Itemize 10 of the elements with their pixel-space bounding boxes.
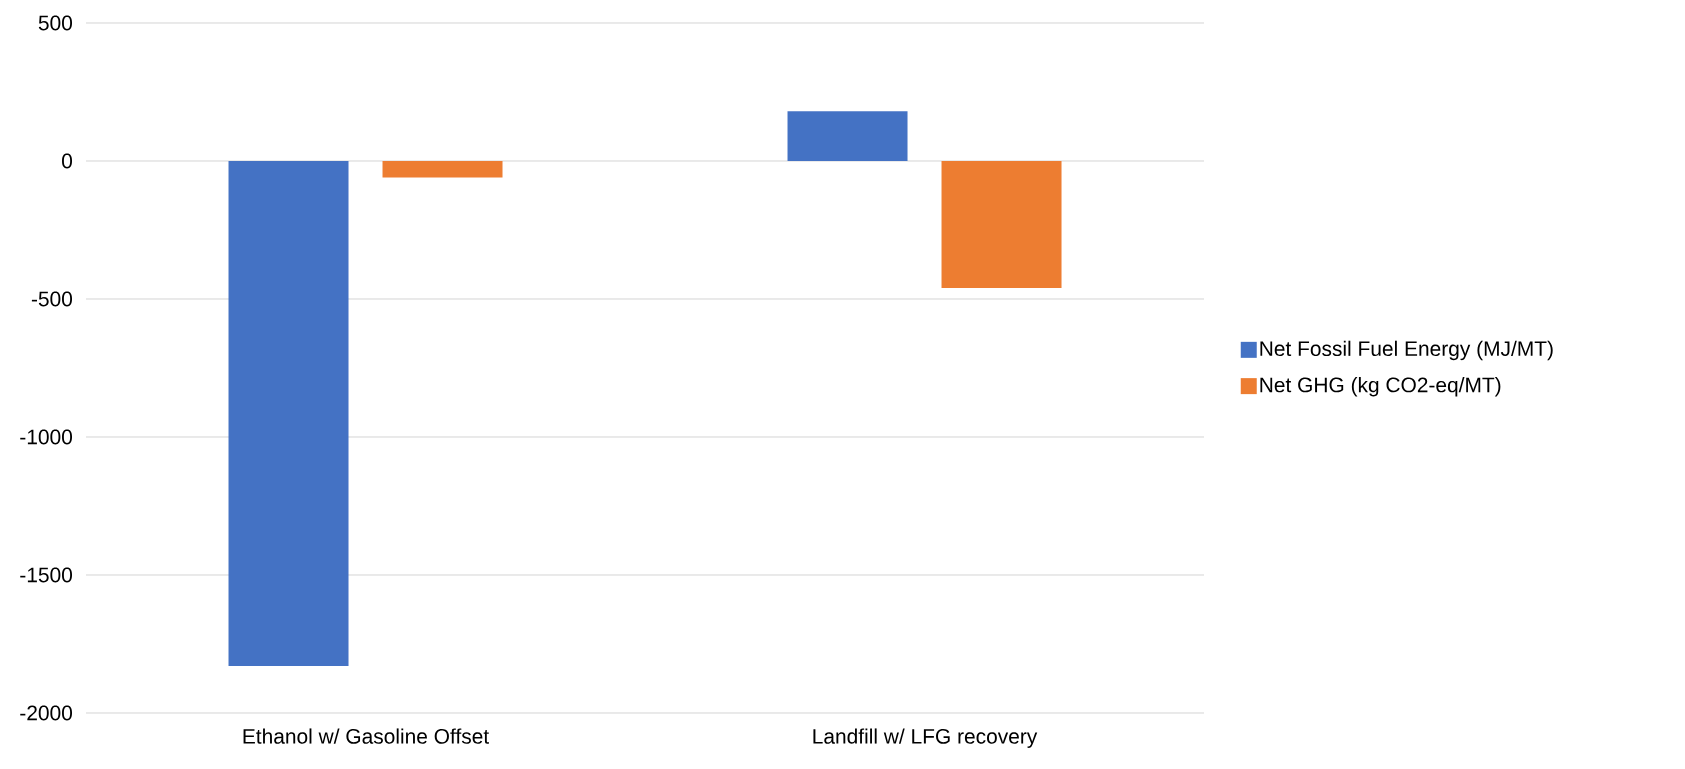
- legend-label: Net GHG (kg CO2-eq/MT): [1260, 376, 1501, 397]
- y-tick-label: 0: [62, 153, 73, 169]
- y-tick-label: 500: [38, 15, 73, 31]
- legend-label: Net Fossil Fuel Energy (MJ/MT): [1260, 340, 1553, 361]
- x-tick-label: Ethanol w/ Gasoline Offset: [243, 728, 490, 744]
- x-tick-label: Landfill w/ LFG recovery: [813, 728, 1038, 748]
- y-tick-label: -1500: [20, 567, 73, 583]
- y-tick-label: -500: [31, 291, 73, 307]
- y-tick-label: -1000: [20, 429, 73, 445]
- y-tick-label: -2000: [20, 705, 73, 721]
